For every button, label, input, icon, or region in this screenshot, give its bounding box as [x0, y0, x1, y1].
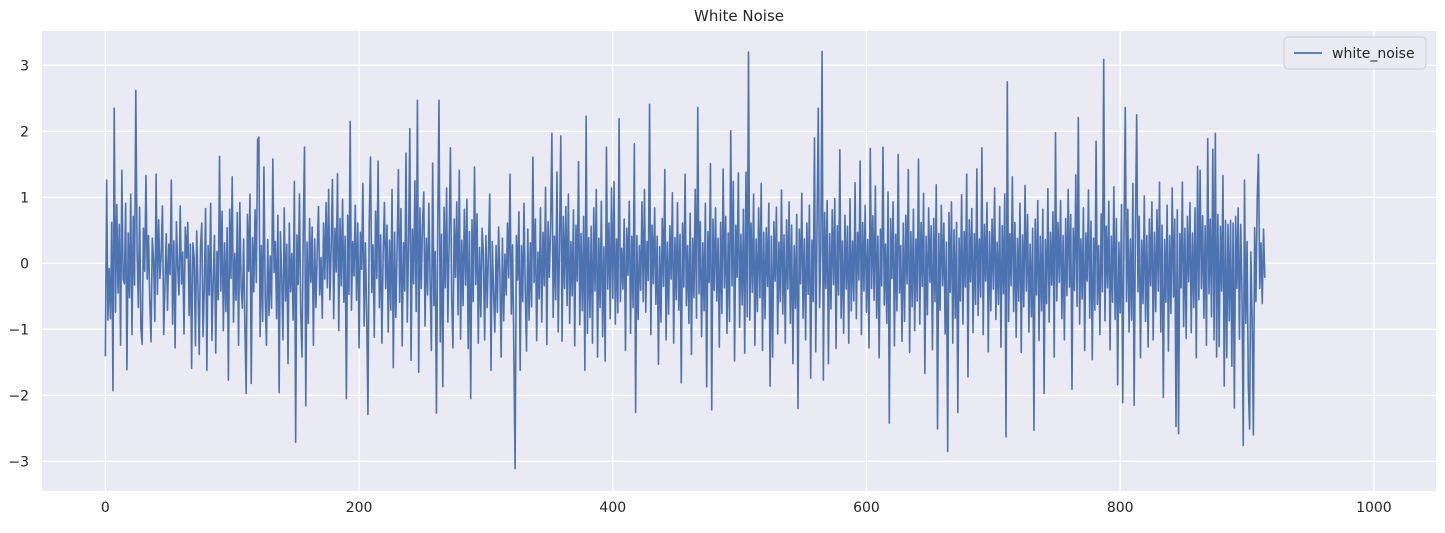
- y-tick-label: 1: [20, 190, 29, 206]
- y-tick-label: 3: [20, 58, 29, 74]
- legend-label-white-noise: white_noise: [1332, 46, 1415, 62]
- x-tick-label: 400: [599, 500, 626, 516]
- x-tick-label: 600: [853, 500, 880, 516]
- tick-labels: 0 200 400 600 800 1000 −3 −2 −1 0 1 2 3: [8, 58, 1391, 516]
- x-tick-label: 1000: [1356, 500, 1392, 516]
- x-tick-label: 800: [1107, 500, 1134, 516]
- y-tick-label: −1: [8, 322, 29, 338]
- y-tick-label: −3: [8, 454, 29, 470]
- legend: white_noise: [1283, 36, 1427, 70]
- chart-title: White Noise: [694, 7, 784, 25]
- y-tick-label: 2: [20, 124, 29, 140]
- y-tick-label: −2: [8, 388, 29, 404]
- x-tick-label: 0: [101, 500, 110, 516]
- y-tick-label: 0: [20, 256, 29, 272]
- series-line-white-noise: [104, 50, 1266, 470]
- x-tick-label: 200: [346, 500, 373, 516]
- legend-box: [1283, 36, 1427, 70]
- series-lines: [104, 50, 1266, 470]
